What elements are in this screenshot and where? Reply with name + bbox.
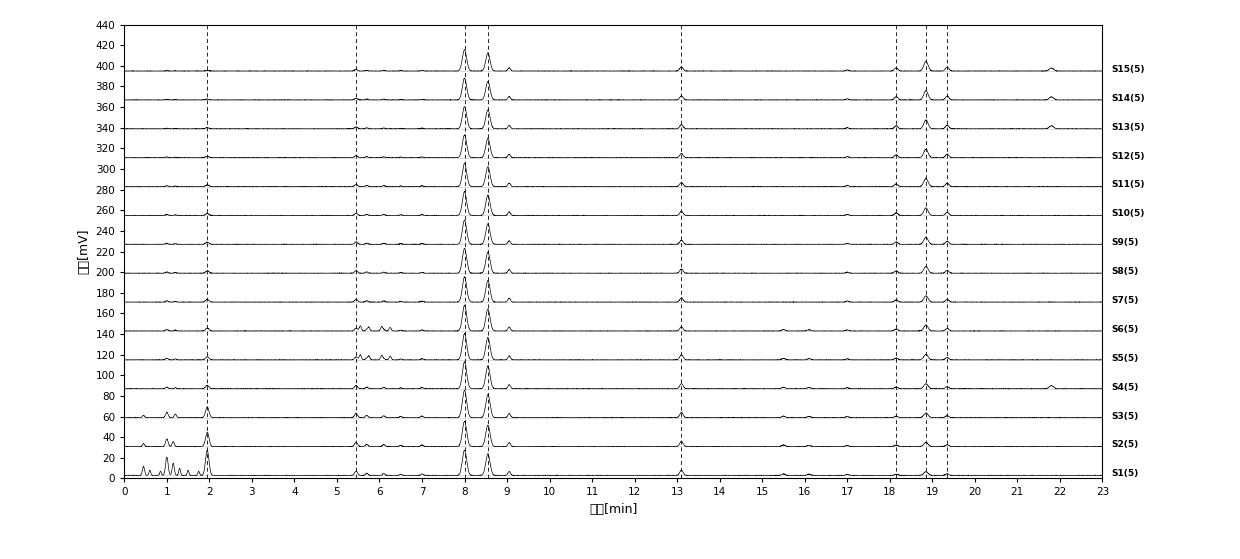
Text: S7(5): S7(5) (1111, 296, 1138, 305)
Text: S4(5): S4(5) (1111, 383, 1138, 392)
Text: S8(5): S8(5) (1111, 267, 1138, 276)
Text: S13(5): S13(5) (1111, 123, 1145, 132)
Text: S1(5): S1(5) (1111, 470, 1138, 479)
Text: S2(5): S2(5) (1111, 440, 1138, 449)
Text: S15(5): S15(5) (1111, 65, 1145, 74)
Text: S5(5): S5(5) (1111, 354, 1138, 363)
Text: S9(5): S9(5) (1111, 238, 1138, 247)
Text: S14(5): S14(5) (1111, 94, 1145, 103)
Text: S6(5): S6(5) (1111, 325, 1138, 334)
Text: S3(5): S3(5) (1111, 411, 1138, 420)
Text: S11(5): S11(5) (1111, 181, 1145, 190)
Y-axis label: 信号[mV]: 信号[mV] (77, 229, 91, 274)
Text: S10(5): S10(5) (1111, 210, 1145, 219)
X-axis label: 时间[min]: 时间[min] (589, 503, 637, 516)
Text: S12(5): S12(5) (1111, 151, 1145, 160)
